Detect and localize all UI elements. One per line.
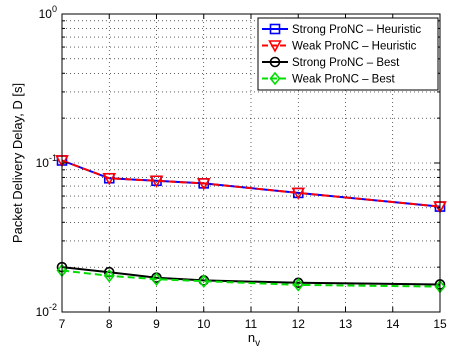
x-tick-label: 7: [59, 317, 66, 331]
series-line: [61, 266, 441, 286]
y-tick-label: 100: [39, 4, 57, 21]
legend-marker: [269, 56, 281, 68]
legend-marker: [268, 40, 282, 53]
legend-marker: [269, 23, 281, 35]
series-line: [61, 269, 441, 288]
x-tick-label: 9: [153, 317, 160, 331]
legend-entry: Weak ProNC – Heuristic: [262, 40, 417, 53]
x-axis-label-sub: v: [255, 338, 260, 349]
data-point: [291, 187, 306, 201]
data-point: [292, 278, 304, 292]
axis-ticks: 7 8 9 10 11 12 13 14 15 10-2 10-1 100: [36, 4, 447, 331]
legend-label: Weak ProNC – Best: [292, 74, 395, 86]
y-tick-label: 10-2: [36, 302, 57, 319]
series-2: [55, 155, 447, 214]
legend-entry: Strong ProNC – Best: [262, 56, 400, 69]
x-tick-label: 15: [433, 317, 447, 331]
grid-lines: [62, 14, 440, 312]
x-tick-label: 12: [292, 317, 306, 331]
x-tick-label: 8: [106, 317, 113, 331]
data-point: [103, 269, 115, 283]
legend-label: Strong ProNC – Best: [292, 57, 400, 69]
legend-marker: [269, 71, 281, 86]
series-line: [61, 159, 441, 208]
x-tick-label: 10: [197, 317, 211, 331]
x-axis-label-main: n: [248, 330, 255, 345]
x-axis-label: nv: [248, 330, 260, 349]
data-point: [102, 172, 117, 186]
legend-label: Weak ProNC – Heuristic: [292, 41, 417, 53]
x-tick-label: 11: [245, 317, 258, 331]
x-tick-label: 14: [386, 317, 400, 331]
data-point: [150, 272, 163, 286]
y-axis-label: Packet Delivery Delay, D [s]: [10, 83, 25, 243]
legend: Strong ProNC – Heuristic Weak ProNC – Heu…: [257, 17, 439, 91]
y-tick-label: 10-1: [36, 153, 57, 170]
legend-entry: Strong ProNC – Heuristic: [262, 23, 421, 36]
legend-entry: Weak ProNC – Best: [262, 71, 395, 86]
data-point: [196, 178, 211, 191]
data-point: [198, 274, 210, 288]
x-tick-label: 13: [339, 317, 353, 331]
data-point: [149, 175, 164, 188]
legend-label: Strong ProNC – Heuristic: [292, 24, 421, 36]
